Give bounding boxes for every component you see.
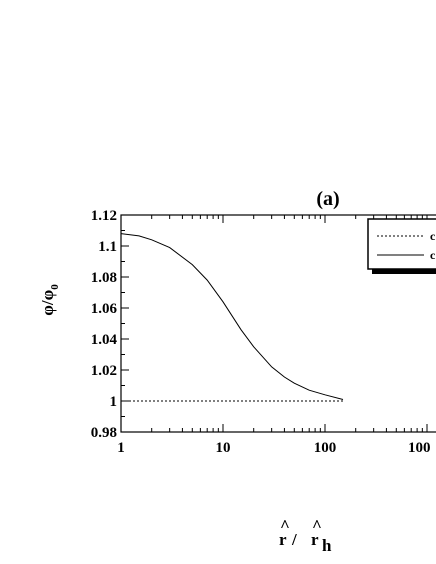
series-lines	[120, 233, 344, 402]
x-axis-label: ^ r / ^ r h	[279, 516, 332, 555]
y-tick-labels: 0.98 1 1.02 1.04 1.06 1.08 1.1 1.12	[91, 208, 118, 441]
y-axis-label-text: φ/φ0	[38, 284, 61, 316]
y-tick-label: 1	[110, 394, 118, 410]
axis-ticks	[120, 214, 428, 433]
y-tick-label: 1.12	[91, 208, 117, 224]
y-tick-label: 1.02	[91, 363, 117, 379]
y-axis-label: φ/φ0	[38, 284, 61, 316]
x-tick-label: 1	[117, 440, 125, 456]
x-tick-label: 100	[408, 440, 431, 456]
x-tick-label: 100	[314, 440, 337, 456]
y-tick-label: 1.08	[91, 270, 117, 286]
x-axis-label-sep: /	[291, 530, 297, 549]
y-tick-label: 1.04	[91, 332, 118, 348]
y-tick-label: 1.06	[91, 301, 118, 317]
series-line-solid	[120, 233, 344, 400]
x-axis-label-denom: r	[311, 530, 319, 549]
x-tick-label: 10	[216, 440, 231, 456]
legend-box	[367, 218, 436, 270]
y-axis-label-sub: 0	[49, 284, 61, 290]
y-tick-label: 1.1	[98, 239, 117, 255]
y-tick-label: 0.98	[91, 425, 117, 441]
x-axis-hat: ^	[280, 516, 290, 535]
x-tick-labels: 1 10 100 100	[117, 440, 430, 456]
x-axis-label-main: r	[279, 530, 287, 549]
chart-title: (a)	[316, 188, 339, 210]
legend-entry: c	[430, 229, 436, 243]
y-axis-label-main: φ/φ	[38, 289, 57, 315]
x-axis-hat: ^	[312, 516, 322, 535]
legend: c c	[367, 218, 436, 274]
x-axis-label-sub: h	[322, 536, 332, 555]
legend-entry: c	[430, 248, 436, 262]
